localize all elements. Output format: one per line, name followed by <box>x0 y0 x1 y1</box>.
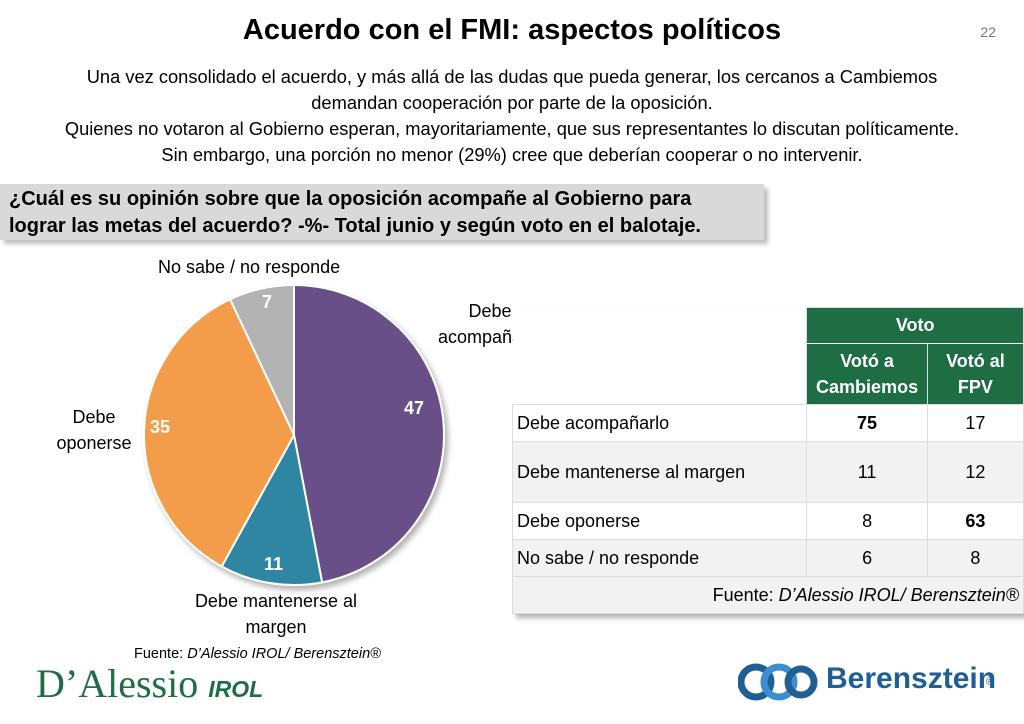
column-header-cambiemos-line-2: Cambiemos <box>816 377 919 397</box>
berensztein-mark-icon <box>738 663 818 701</box>
column-header-fpv-line-1: Votó al <box>946 351 1005 371</box>
pie-slice-2 <box>220 432 324 586</box>
column-header-fpv: Votó al FPV <box>926 343 1024 405</box>
source-left-name: D’Alessio IROL/ Berensztein® <box>187 646 381 662</box>
table-row: Debe mantenerse al margen 11 12 <box>511 441 1024 503</box>
label-margen-line-2: margen <box>245 617 307 637</box>
column-header-fpv-line-2: FPV <box>957 377 993 397</box>
value-acompanar: 47 <box>404 398 425 418</box>
page-number: 22 <box>980 24 996 40</box>
table-source-row: Fuente: D’Alessio IROL/ Berensztein® <box>512 576 1024 614</box>
label-nsnr: No sabe / no responde <box>158 257 341 277</box>
label-margen-line-1: Debe mantenerse al <box>194 591 358 611</box>
berensztein-logo: Berensztein ® <box>738 662 1008 702</box>
pie-slice-4 <box>228 283 295 436</box>
label-margen: Debe mantenerse al margen <box>176 588 376 640</box>
table-group-header-row: Voto <box>512 307 1024 344</box>
pie-slice-1 <box>293 283 445 584</box>
value-margen: 11 <box>264 554 284 574</box>
row-label: No sabe / no responde <box>511 539 808 577</box>
cell-fpv: 8 <box>926 539 1024 577</box>
table-column-header-row: Votó a Cambiemos Votó al FPV <box>512 343 1024 405</box>
table-source-name: D’Alessio IROL/ Berensztein® <box>778 584 1019 605</box>
cell-cambiemos: 8 <box>806 502 928 540</box>
cell-cambiemos: 75 <box>806 404 928 442</box>
table-corner-2 <box>512 343 807 405</box>
cell-fpv: 63 <box>926 502 1024 540</box>
dalessio-logo-text: D’Alessio <box>36 661 199 706</box>
label-oponer-line-1: Debe <box>72 407 116 427</box>
pie-chart-area: No sabe / no responde Debe acompañarlo D… <box>0 250 542 670</box>
row-label: Debe oponerse <box>511 502 808 540</box>
question-line-1: ¿Cuál es su opinión sobre que la oposici… <box>9 188 692 210</box>
label-oponer: Debe oponerse <box>44 404 144 456</box>
label-acompanar-line-1: Debe <box>468 301 512 321</box>
source-note-left: Fuente: D’Alessio IROL/ Berensztein® <box>134 646 381 662</box>
table-row: Debe oponerse 8 63 <box>511 502 1024 540</box>
cell-fpv: 12 <box>926 441 1024 503</box>
page-title: Acuerdo con el FMI: aspectos políticos <box>242 14 782 46</box>
group-header-voto: Voto <box>806 307 1024 344</box>
irol-logo-text: IROL <box>208 676 264 702</box>
pie-chart <box>143 283 445 586</box>
dalessio-logo: D’Alessio IROL <box>36 660 263 707</box>
question-box: ¿Cuál es su opinión sobre que la oposici… <box>0 184 764 240</box>
cell-fpv: 17 <box>926 404 1024 442</box>
table-row: Debe acompañarlo 75 17 <box>511 404 1024 442</box>
table-source-prefix: Fuente: <box>712 584 779 605</box>
column-header-cambiemos: Votó a Cambiemos <box>806 343 928 405</box>
column-header-cambiemos-line-1: Votó a <box>840 351 894 371</box>
value-nsnr: 7 <box>262 292 273 312</box>
table-row: No sabe / no responde 6 8 <box>511 539 1024 577</box>
source-left-prefix: Fuente: <box>134 646 188 662</box>
pie-slice-3 <box>143 297 296 568</box>
value-oponer: 35 <box>150 417 171 437</box>
vote-table: Voto Votó a Cambiemos Votó al FPV Debe a… <box>511 307 1024 614</box>
intro-line-3: Quienes no votaron al Gobierno esperan, … <box>64 118 960 139</box>
label-oponer-line-2: oponerse <box>56 433 132 453</box>
intro-text: Una vez consolidado el acuerdo, y más al… <box>40 64 984 168</box>
table-corner <box>512 307 807 344</box>
cell-cambiemos: 6 <box>806 539 928 577</box>
question-line-2: lograr las metas del acuerdo? -%- Total … <box>9 215 701 237</box>
intro-line-1: Una vez consolidado el acuerdo, y más al… <box>86 66 938 87</box>
row-label: Debe mantenerse al margen <box>511 441 808 503</box>
berensztein-logo-text: Berensztein <box>826 662 997 695</box>
table-source: Fuente: D’Alessio IROL/ Berensztein® <box>512 576 1024 614</box>
row-label: Debe acompañarlo <box>511 404 808 442</box>
intro-line-2: demandan cooperación por parte de la opo… <box>311 92 713 113</box>
berensztein-reg-mark: ® <box>986 676 995 688</box>
intro-line-4: Sin embargo, una porción no menor (29%) … <box>161 144 863 165</box>
cell-cambiemos: 11 <box>806 441 928 503</box>
